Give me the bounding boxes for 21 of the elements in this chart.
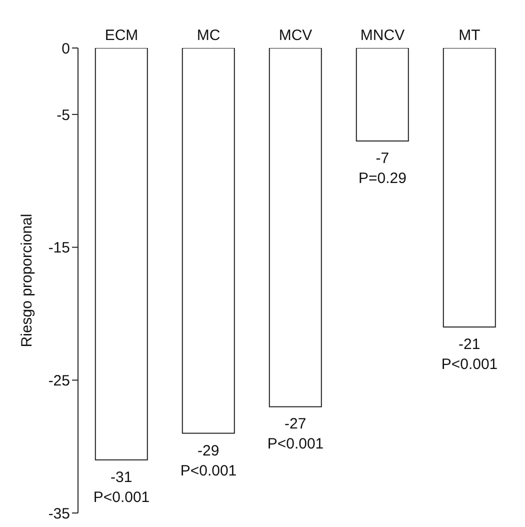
- x-tick-label: MT: [458, 27, 480, 44]
- y-tick-label: -5: [56, 106, 70, 124]
- x-tick-label: MCV: [278, 27, 312, 44]
- data-label: -7: [376, 150, 390, 167]
- data-label: -27: [284, 416, 306, 433]
- annotation: P<0.001: [93, 488, 150, 506]
- y-axis-title: Riesgo proporcional: [18, 214, 36, 348]
- annotation: P=0.29: [358, 170, 406, 187]
- x-tick-label: MC: [196, 27, 220, 44]
- annotation: P<0.001: [180, 462, 237, 480]
- y-tick-label: -35: [48, 505, 70, 522]
- data-label: -31: [110, 468, 132, 486]
- y-tick-label: -15: [48, 240, 70, 257]
- data-label: -21: [458, 336, 480, 353]
- x-tick-label: ECM: [104, 27, 138, 44]
- x-tick-label: MNCV: [360, 27, 405, 44]
- annotation: P<0.001: [441, 356, 498, 373]
- y-tick-label: -25: [48, 372, 70, 390]
- y-tick-label: 0: [62, 40, 70, 58]
- annotation: P<0.001: [267, 436, 324, 453]
- data-label: -29: [198, 442, 220, 460]
